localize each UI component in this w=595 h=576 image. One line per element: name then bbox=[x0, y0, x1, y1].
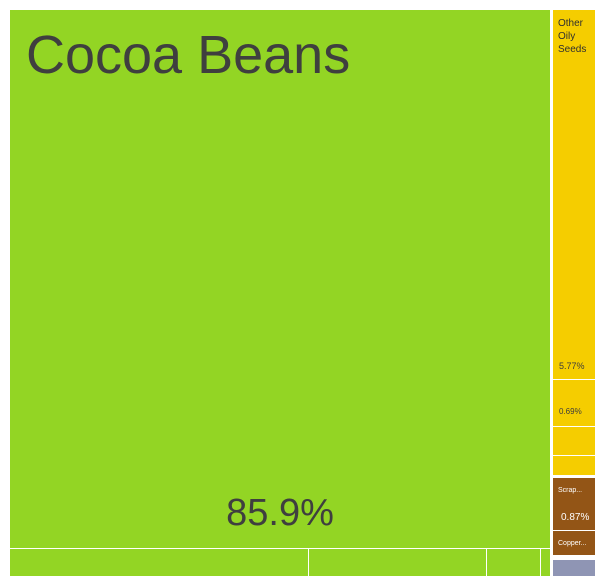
scrap-percent: 0.87% bbox=[561, 512, 590, 523]
cocoa-beans-label: Cocoa Beans bbox=[26, 25, 351, 85]
other-oily-seeds-percent: 5.77% bbox=[559, 361, 585, 371]
green-small-tile-4[interactable] bbox=[541, 549, 550, 576]
misc-small-tile[interactable] bbox=[553, 560, 595, 576]
oils-tile-0-69[interactable]: 0.69% bbox=[553, 380, 595, 426]
copper-label: Copper... bbox=[558, 540, 587, 547]
other-oily-seeds-label: Other Oily Seeds bbox=[558, 18, 587, 55]
cocoa-beans-percent: 85.9% bbox=[226, 492, 334, 534]
other-oily-seeds-tile[interactable]: Other Oily Seeds 5.77% bbox=[553, 10, 595, 379]
cocoa-beans-tile[interactable]: Cocoa Beans 85.9% bbox=[10, 10, 550, 548]
green-small-tile-2[interactable] bbox=[309, 549, 486, 576]
oils-small-tile-2[interactable] bbox=[553, 456, 595, 475]
scrap-label: Scrap... bbox=[558, 487, 583, 494]
green-small-tile-1[interactable] bbox=[10, 549, 308, 576]
scrap-tile[interactable]: Scrap... 0.87% bbox=[553, 478, 595, 530]
copper-tile[interactable]: Copper... bbox=[553, 531, 595, 555]
oils-small-tile-1[interactable] bbox=[553, 427, 595, 455]
green-small-tile-3[interactable] bbox=[487, 549, 540, 576]
oils-tile-0-69-percent: 0.69% bbox=[559, 407, 582, 416]
